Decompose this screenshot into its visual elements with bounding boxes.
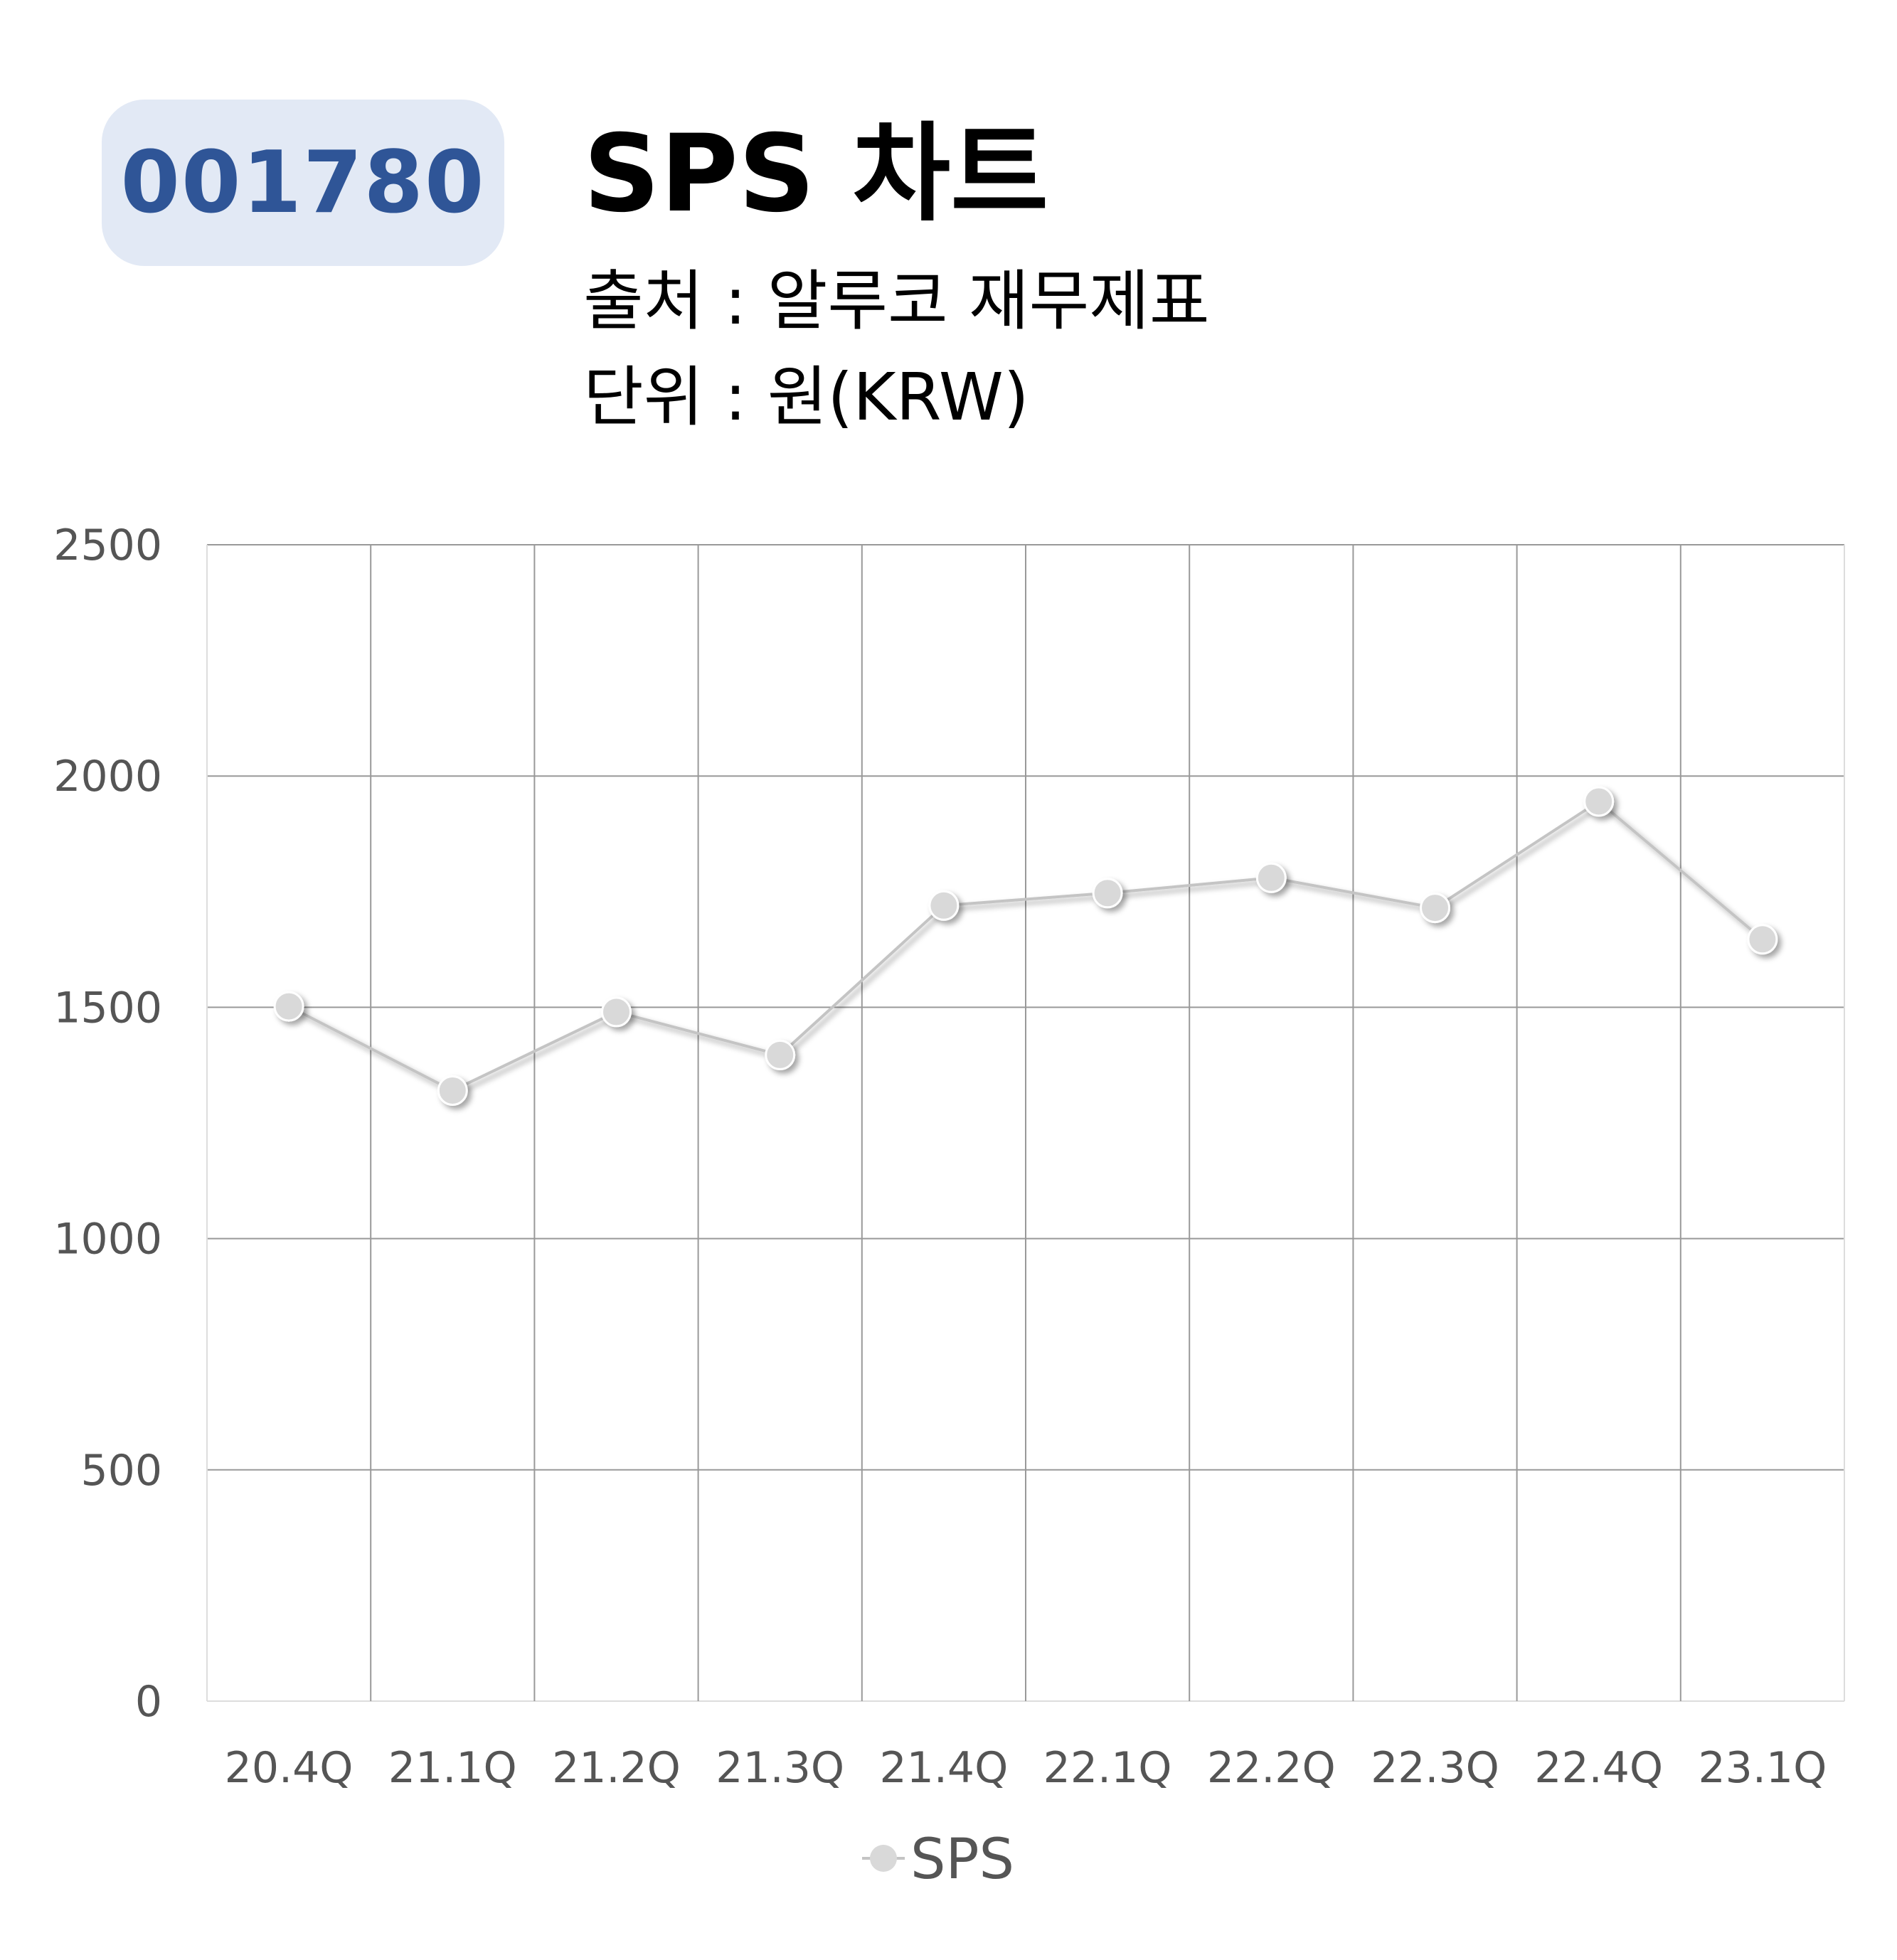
data-point [273,991,304,1022]
data-point [1420,893,1450,924]
series-line [288,799,1764,1092]
x-tick-label: 21.1Q [388,1743,517,1793]
legend-label: SPS [910,1828,1014,1892]
y-tick-label: 0 [135,1677,162,1727]
data-point [1092,878,1123,909]
x-tick-label: 22.2Q [1207,1743,1336,1793]
y-tick-label: 2000 [53,752,162,801]
x-tick-label: 21.4Q [879,1743,1008,1793]
x-tick-label: 22.4Q [1534,1743,1663,1793]
x-tick-label: 21.3Q [716,1743,844,1793]
y-axis-ticks: 0 500 1000 1500 2000 2500 [53,521,162,1727]
x-tick-label: 22.1Q [1043,1743,1172,1793]
legend: SPS [862,1828,1014,1892]
ticker-code: 001780 [120,133,486,233]
grid [206,544,1845,1702]
data-point [1255,862,1287,893]
data-point [437,1075,468,1106]
data-point [928,890,960,921]
x-tick-label: 23.1Q [1698,1743,1827,1793]
legend-marker [870,1845,897,1872]
x-axis-ticks: 20.4Q 21.1Q 21.2Q 21.3Q 21.4Q 22.1Q 22.2Q 22.3Q… [225,1743,1827,1793]
y-tick-label: 500 [80,1446,162,1496]
ticker-badge: 001780 [102,100,504,266]
data-point [1747,924,1778,955]
series-sps [273,786,1778,1106]
y-tick-label: 1000 [53,1215,162,1264]
data-point [765,1039,796,1070]
y-tick-label: 2500 [53,521,162,570]
data-point [601,996,632,1028]
unit-note: 단위 : 원(KRW) [583,359,1029,435]
x-tick-label: 20.4Q [225,1743,354,1793]
data-point [1583,786,1615,817]
x-tick-label: 22.3Q [1371,1743,1499,1793]
y-tick-label: 1500 [53,983,162,1033]
source-note: 출처 : 알루코 재무제표 [583,263,1210,339]
chart-title: SPS 차트 [583,112,1049,236]
x-tick-label: 21.2Q [552,1743,681,1793]
